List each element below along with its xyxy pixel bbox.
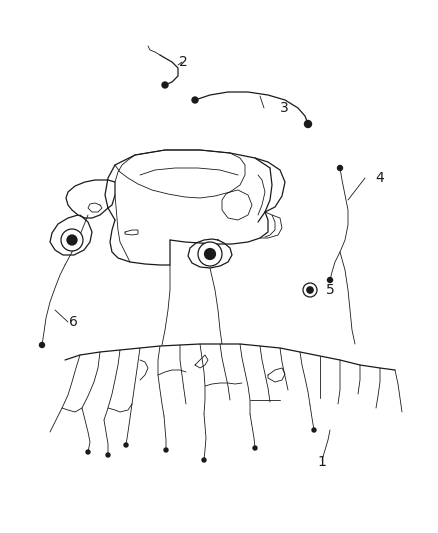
Text: 6: 6 [69,315,78,329]
Circle shape [61,229,83,251]
Circle shape [39,343,45,348]
Circle shape [164,448,168,452]
Circle shape [124,443,128,447]
Text: 2: 2 [179,55,187,69]
Circle shape [67,235,77,245]
Circle shape [86,450,90,454]
Circle shape [304,120,311,127]
Circle shape [205,248,215,260]
Text: 4: 4 [376,171,385,185]
Circle shape [338,166,343,171]
Text: 5: 5 [325,283,334,297]
Text: 1: 1 [318,455,326,469]
Circle shape [106,453,110,457]
Circle shape [198,242,222,266]
Circle shape [192,97,198,103]
Text: 3: 3 [279,101,288,115]
Circle shape [303,283,317,297]
Circle shape [328,278,332,282]
Circle shape [162,82,168,88]
Circle shape [307,287,313,293]
Circle shape [253,446,257,450]
Circle shape [202,458,206,462]
Circle shape [312,428,316,432]
